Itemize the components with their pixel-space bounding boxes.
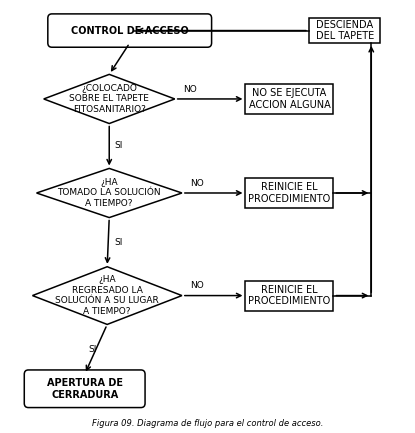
Text: DESCIENDA
DEL TAPETE: DESCIENDA DEL TAPETE xyxy=(315,20,374,42)
Text: ¿COLOCADO
SOBRE EL TAPETE
FITOSANITARIO?: ¿COLOCADO SOBRE EL TAPETE FITOSANITARIO? xyxy=(69,84,149,114)
Text: SI: SI xyxy=(88,345,96,354)
Text: REINICIE EL
PROCEDIMIENTO: REINICIE EL PROCEDIMIENTO xyxy=(248,182,330,204)
Text: REINICIE EL
PROCEDIMIENTO: REINICIE EL PROCEDIMIENTO xyxy=(248,285,330,307)
Polygon shape xyxy=(44,74,175,123)
Text: NO: NO xyxy=(183,85,197,94)
Text: Figura 09. Diagrama de flujo para el control de acceso.: Figura 09. Diagrama de flujo para el con… xyxy=(92,419,323,428)
FancyBboxPatch shape xyxy=(245,84,333,114)
Text: SI: SI xyxy=(114,142,122,151)
Text: ¿HA
TOMADO LA SOLUCIÓN
A TIEMPO?: ¿HA TOMADO LA SOLUCIÓN A TIEMPO? xyxy=(57,178,161,208)
Text: NO: NO xyxy=(190,281,204,291)
Text: CONTROL DE ACCESO: CONTROL DE ACCESO xyxy=(71,26,188,36)
Text: NO: NO xyxy=(190,179,204,188)
FancyBboxPatch shape xyxy=(245,178,333,208)
Text: SI: SI xyxy=(114,238,122,247)
FancyBboxPatch shape xyxy=(309,18,381,43)
FancyBboxPatch shape xyxy=(245,281,333,310)
Polygon shape xyxy=(37,168,182,217)
Text: APERTURA DE
CERRADURA: APERTURA DE CERRADURA xyxy=(46,378,123,400)
Text: ¿HA
REGRESADO LA
SOLUCIÓN A SU LUGAR
A TIEMPO?: ¿HA REGRESADO LA SOLUCIÓN A SU LUGAR A T… xyxy=(55,275,159,316)
FancyBboxPatch shape xyxy=(48,14,212,47)
Polygon shape xyxy=(32,267,182,324)
FancyBboxPatch shape xyxy=(24,370,145,407)
Text: NO SE EJECUTA
ACCION ALGUNA: NO SE EJECUTA ACCION ALGUNA xyxy=(249,88,330,110)
